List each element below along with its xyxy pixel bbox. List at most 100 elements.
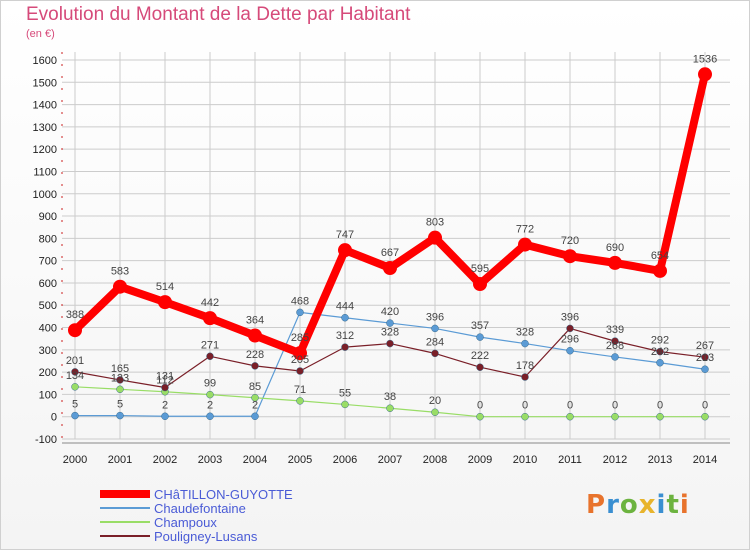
- data-label: 583: [111, 266, 129, 278]
- data-point: [518, 237, 532, 252]
- data-label: 468: [291, 295, 309, 307]
- y-tick-label: 1600: [33, 55, 57, 67]
- data-label: 803: [426, 217, 444, 229]
- data-point: [476, 363, 484, 371]
- logo-letter: i: [656, 490, 667, 520]
- data-label: 71: [294, 384, 306, 396]
- data-label: 420: [381, 306, 399, 318]
- data-label: 5: [117, 399, 123, 411]
- series-lines: [68, 67, 712, 421]
- x-tick-label: 2010: [513, 454, 537, 466]
- data-point: [611, 412, 619, 421]
- proxiti-logo: Proxiti: [586, 490, 690, 520]
- data-label: 667: [381, 247, 399, 259]
- data-label: 388: [66, 309, 84, 321]
- data-point: [566, 324, 574, 333]
- data-point: [656, 412, 664, 421]
- data-label: 268: [606, 340, 624, 352]
- data-point: [71, 368, 79, 376]
- data-label: 284: [426, 336, 444, 348]
- logo-letter: o: [619, 490, 639, 520]
- data-point: [296, 397, 304, 405]
- data-point: [341, 343, 349, 351]
- data-point: [116, 376, 124, 384]
- data-label: 2: [162, 399, 168, 411]
- y-tick-label: 0: [51, 412, 57, 424]
- data-label: 2: [252, 399, 258, 411]
- data-point: [116, 411, 124, 420]
- data-label: 99: [204, 378, 216, 390]
- data-point: [701, 365, 709, 373]
- data-point: [116, 385, 124, 394]
- x-tick-label: 2007: [378, 454, 402, 466]
- data-point: [521, 339, 529, 348]
- data-point: [701, 353, 709, 361]
- data-label: 364: [246, 315, 264, 327]
- y-tick-label: 900: [39, 211, 57, 223]
- data-point: [386, 339, 394, 348]
- data-label: 357: [471, 320, 489, 332]
- data-label: 292: [651, 335, 669, 347]
- data-point: [71, 383, 79, 391]
- data-label: 55: [339, 387, 351, 399]
- data-label: 131: [156, 371, 174, 383]
- data-label: 595: [471, 263, 489, 275]
- x-tick-label: 2003: [198, 454, 222, 466]
- x-tick-label: 2001: [108, 454, 132, 466]
- data-label: 296: [561, 334, 579, 346]
- x-tick-label: 2005: [288, 454, 312, 466]
- x-tick-label: 2013: [648, 454, 672, 466]
- data-label: 396: [561, 311, 579, 323]
- y-tick-label: 1200: [33, 144, 57, 156]
- legend-label: CHâTILLON-GUYOTTE: [154, 487, 293, 502]
- data-point: [206, 352, 214, 361]
- data-point: [431, 349, 439, 358]
- data-label: 339: [606, 324, 624, 336]
- data-label: 222: [471, 350, 489, 362]
- data-point: [293, 346, 307, 361]
- data-label: 20: [429, 395, 441, 407]
- x-tick-label: 2006: [333, 454, 357, 466]
- data-point: [206, 390, 214, 399]
- data-point: [566, 346, 574, 355]
- data-point: [386, 404, 394, 412]
- data-point: [251, 362, 259, 370]
- x-tick-label: 2014: [693, 454, 717, 466]
- data-point: [428, 230, 442, 245]
- data-point: [611, 337, 619, 345]
- data-label: 312: [336, 330, 354, 342]
- legend: CHâTILLON-GUYOTTEChaudefontaineChampouxP…: [100, 487, 293, 544]
- data-point: [611, 353, 619, 361]
- data-label: 85: [249, 381, 261, 393]
- data-point: [296, 367, 304, 375]
- data-point: [161, 412, 169, 421]
- data-point: [68, 323, 82, 338]
- data-label: 0: [702, 400, 708, 412]
- logo-letter: P: [586, 490, 607, 520]
- legend-label: Pouligney-Lusans: [154, 529, 258, 544]
- y-tick-label: 1100: [33, 166, 57, 178]
- data-label: 328: [381, 327, 399, 339]
- chart-subtitle: (en €): [26, 28, 55, 40]
- x-tick-label: 2004: [243, 454, 267, 466]
- logo-letter: i: [679, 490, 690, 520]
- data-label: 205: [291, 354, 309, 366]
- data-label: 2: [207, 399, 213, 411]
- chart-title: Evolution du Montant de la Dette par Hab…: [26, 4, 411, 25]
- data-label: 514: [156, 281, 174, 293]
- y-tick-label: -100: [35, 434, 57, 446]
- data-point: [701, 412, 709, 421]
- y-tick-label: 100: [39, 389, 57, 401]
- data-label: 1536: [693, 53, 717, 65]
- y-tick-label: 1300: [33, 122, 57, 134]
- y-tick-label: 200: [39, 367, 57, 379]
- data-point: [563, 249, 577, 264]
- y-tick-label: 400: [39, 323, 57, 335]
- data-point: [203, 311, 217, 326]
- x-tick-label: 2011: [558, 454, 582, 466]
- data-point: [566, 412, 574, 421]
- y-tick-label: 600: [39, 278, 57, 290]
- data-label: 285: [291, 332, 309, 344]
